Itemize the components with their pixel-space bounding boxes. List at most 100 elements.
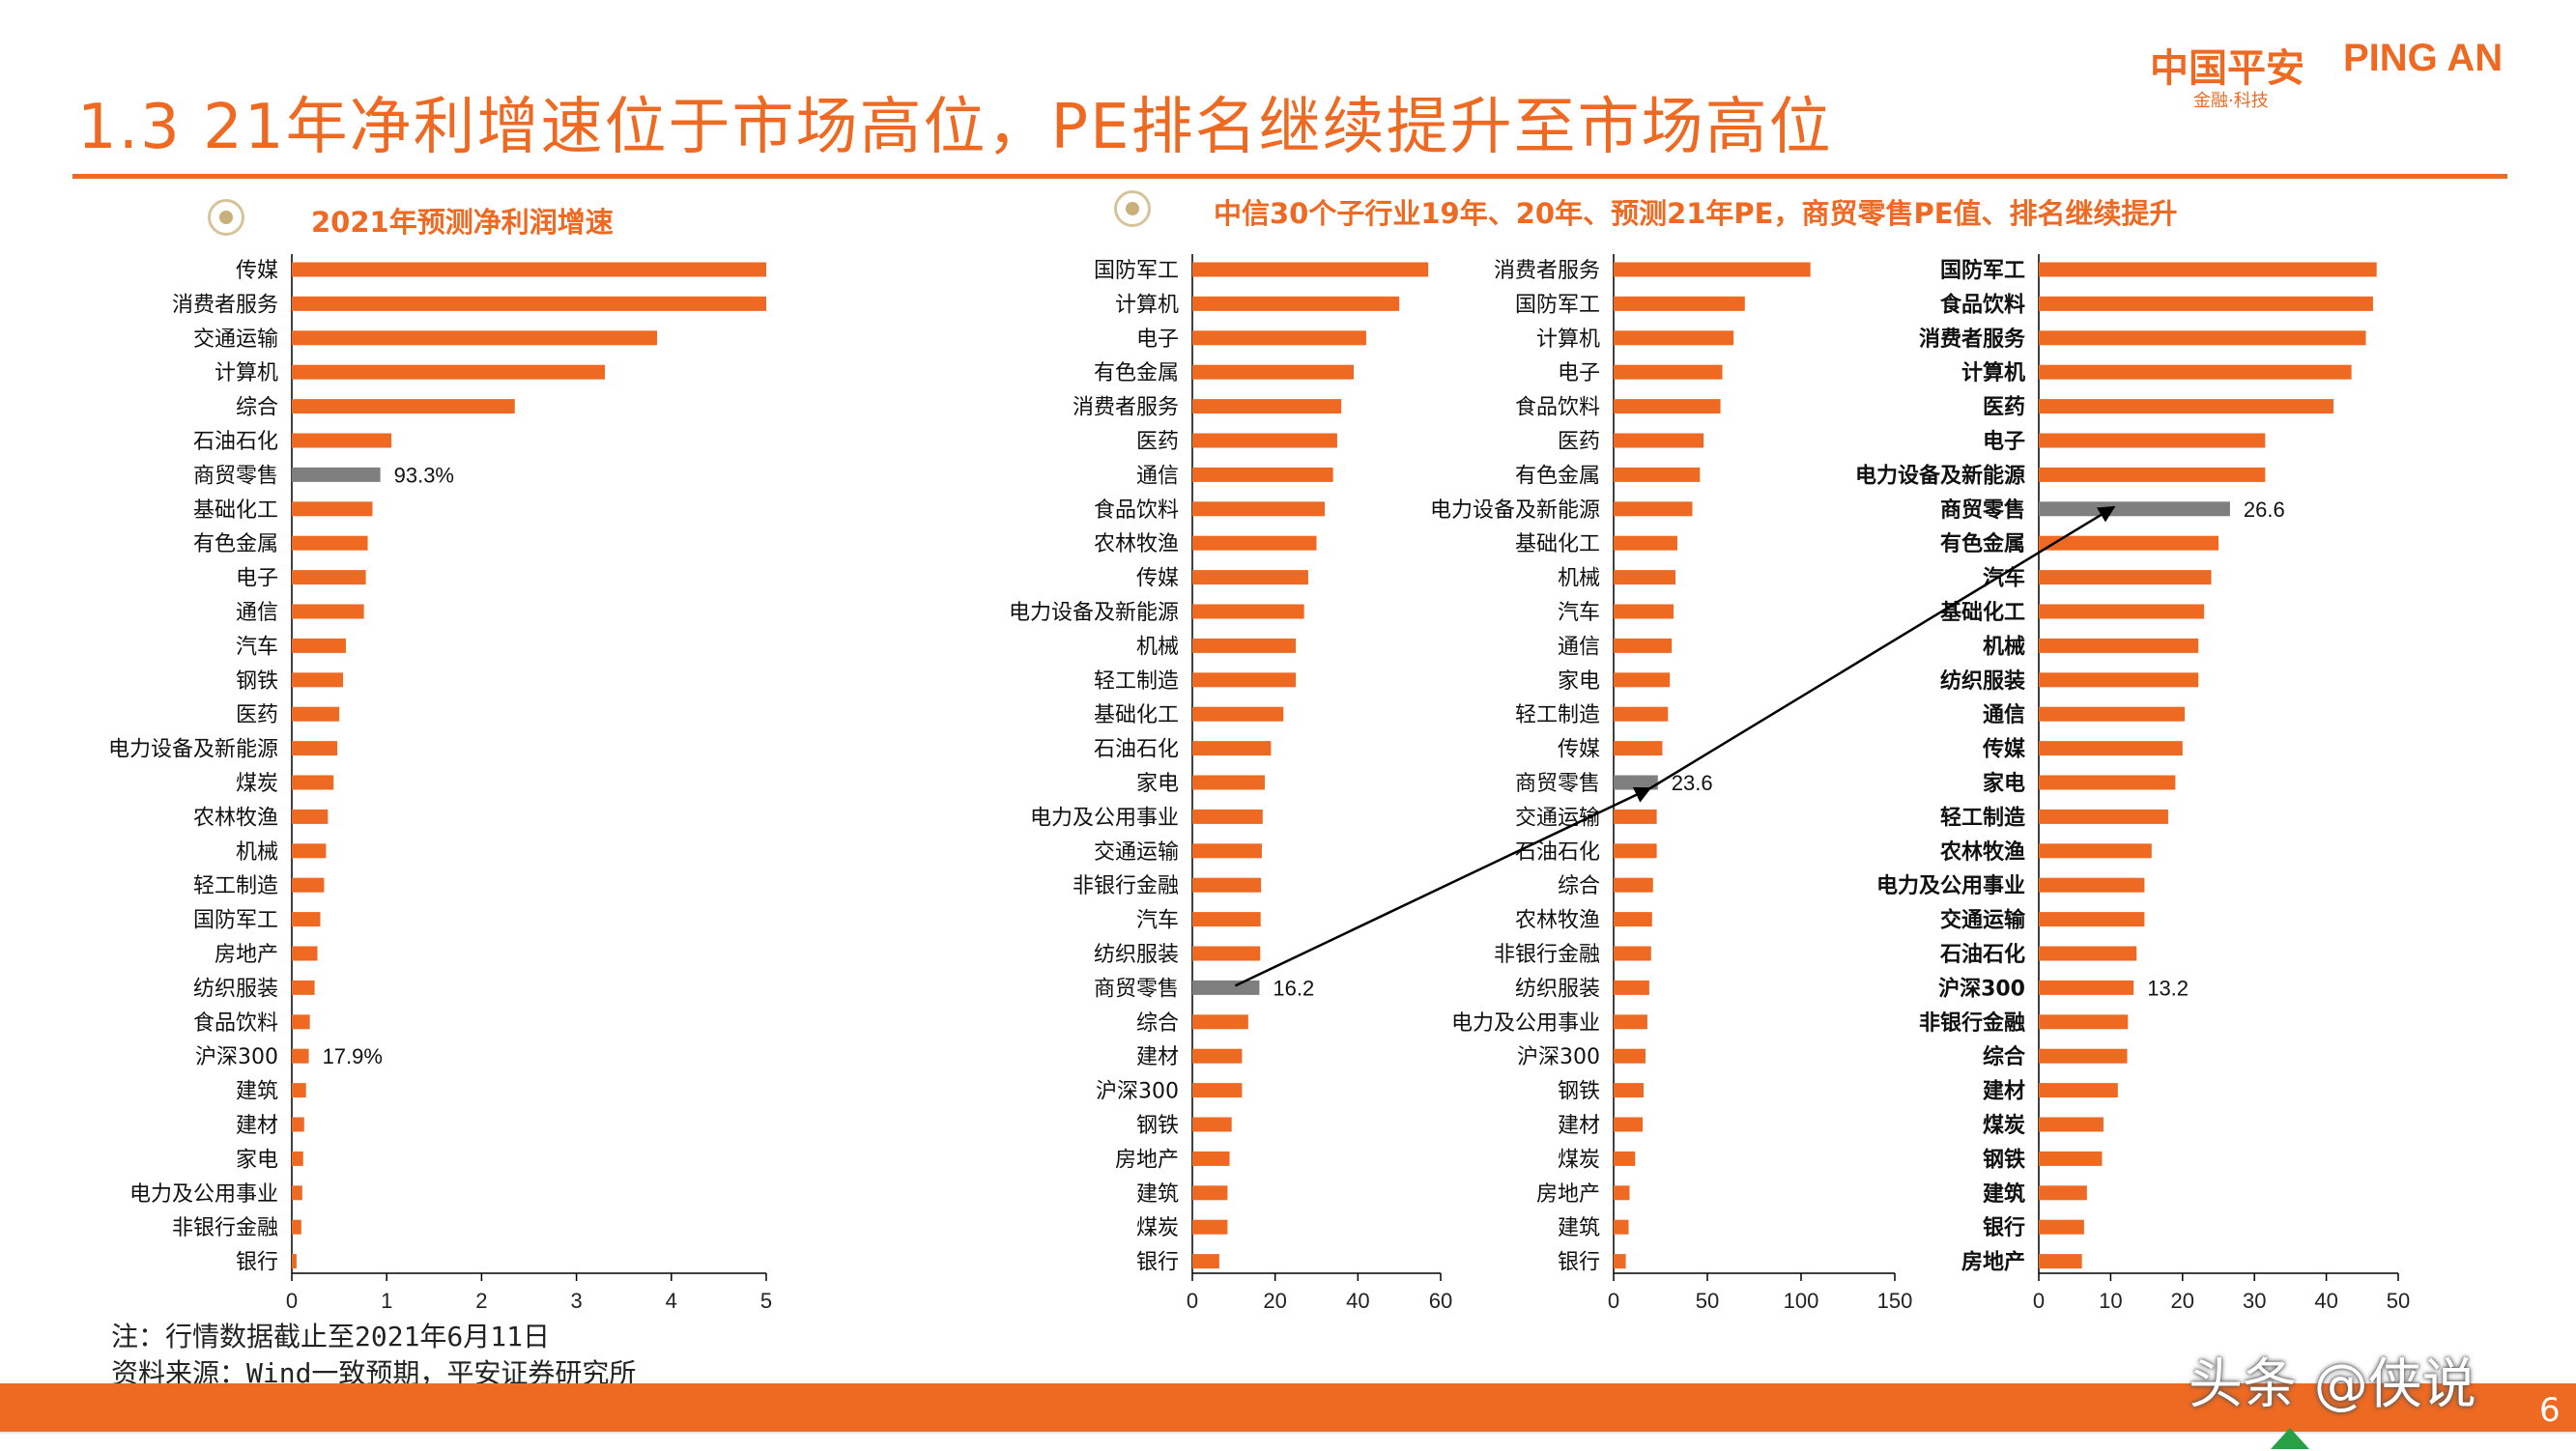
bar-电力设备及新能源 [292, 741, 338, 756]
bar-轻工制造 [2039, 809, 2168, 824]
category-label: 建材 [1558, 1114, 1600, 1138]
category-label: 交通运输 [193, 327, 278, 352]
bar-非银行金融 [1614, 946, 1651, 961]
bar-煤炭 [2039, 1117, 2104, 1132]
bar-有色金属 [1614, 467, 1701, 482]
bar-纺织服装 [2039, 672, 2199, 688]
x-tick-label: 0 [286, 1289, 298, 1313]
bar-食品饮料 [292, 1014, 310, 1030]
bar-煤炭 [1192, 1219, 1228, 1235]
category-label: 非银行金融 [172, 1216, 278, 1240]
x-tick-label: 50 [1696, 1289, 1719, 1313]
bar-医药 [2039, 399, 2334, 414]
bar-轻工制造 [292, 877, 325, 893]
category-label: 医药 [1136, 430, 1179, 454]
x-tick-label: 5 [760, 1289, 772, 1313]
category-label: 房地产 [215, 943, 278, 967]
category-label: 电力及公用事业 [1030, 806, 1179, 830]
bar-农林牧渔 [1192, 535, 1317, 551]
x-tick-label: 20 [2171, 1289, 2194, 1313]
bar-综合 [1192, 1014, 1248, 1030]
category-label: 纺织服装 [193, 977, 278, 1001]
category-label: 石油石化 [1094, 738, 1179, 762]
category-label: 综合 [236, 396, 278, 420]
data-label: 17.9% [323, 1044, 383, 1068]
category-label: 轻工制造 [1515, 703, 1600, 727]
bar-通信 [2039, 706, 2186, 722]
category-label: 有色金属 [193, 532, 278, 556]
bar-机械 [1614, 570, 1676, 585]
category-label: 有色金属 [1940, 531, 2025, 556]
bar-家电 [1192, 775, 1265, 790]
x-tick-label: 40 [1346, 1289, 1369, 1313]
bar-非银行金融 [2039, 1014, 2129, 1030]
bar-综合 [292, 399, 515, 414]
category-label: 农林牧渔 [1515, 909, 1600, 933]
category-label: 轻工制造 [193, 874, 278, 898]
category-label: 通信 [1558, 635, 1600, 659]
x-tick-label: 50 [2387, 1289, 2410, 1313]
category-label: 汽车 [1983, 566, 2025, 591]
bar-石油石化 [1614, 843, 1657, 859]
bar-机械 [2039, 638, 2199, 653]
bar-电子 [1192, 330, 1366, 346]
category-label: 国防军工 [1515, 293, 1600, 317]
category-label: 国防军工 [1094, 259, 1179, 283]
category-label: 煤炭 [1983, 1113, 2025, 1138]
category-label: 沪深300 [1938, 976, 2025, 1001]
category-label: 沪深300 [1517, 1045, 1600, 1069]
category-label: 交通运输 [1940, 908, 2026, 933]
bullet-icon [208, 199, 244, 236]
bar-交通运输 [1192, 843, 1262, 859]
bar-基础化工 [2039, 604, 2205, 619]
bar-沪深300 [292, 1048, 309, 1064]
bar-食品饮料 [1192, 501, 1326, 517]
category-label: 机械 [1983, 635, 2025, 659]
category-label: 传媒 [1982, 737, 2026, 762]
bar-沪深300 [1614, 1048, 1646, 1064]
category-label: 通信 [236, 601, 278, 625]
category-label: 电子 [1558, 361, 1600, 385]
x-tick-label: 2 [475, 1289, 487, 1313]
category-label: 房地产 [1961, 1250, 2025, 1275]
bar-建筑 [1614, 1219, 1629, 1235]
category-label: 消费者服务 [1494, 259, 1600, 283]
category-label: 汽车 [1136, 909, 1179, 933]
logo-en: PING AN [2343, 37, 2504, 79]
x-tick-label: 60 [1429, 1289, 1452, 1313]
category-label: 煤炭 [236, 772, 278, 796]
category-label: 电子 [1136, 327, 1179, 352]
footer-mark-icon [2271, 1428, 2309, 1449]
category-label: 电力及公用事业 [129, 1182, 278, 1207]
category-label: 商贸零售 [1515, 772, 1600, 796]
bar-轻工制造 [1192, 672, 1297, 688]
category-label: 建材 [1136, 1045, 1179, 1069]
bar-电子 [292, 570, 366, 585]
category-label: 通信 [1983, 702, 2025, 727]
category-label: 银行 [1558, 1251, 1600, 1275]
x-tick-label: 1 [381, 1289, 392, 1313]
bar-医药 [292, 706, 340, 722]
bar-钢铁 [2039, 1151, 2103, 1166]
category-label: 电力设备及新能源 [1009, 601, 1179, 625]
bar-石油石化 [292, 433, 392, 448]
bar-交通运输 [292, 330, 658, 346]
category-label: 消费者服务 [172, 293, 278, 317]
bar-有色金属 [1192, 364, 1355, 380]
bar-食品饮料 [2039, 296, 2373, 311]
page-title: 1.3 21年净利增速位于市场高位，PE排名继续提升至市场高位 [77, 92, 1833, 163]
bar-电子 [1614, 364, 1723, 380]
footnote-note: 注：行情数据截止至2021年6月11日 [111, 1321, 551, 1352]
logo-cn: 中国平安 [2150, 46, 2304, 91]
x-tick-label: 4 [666, 1289, 677, 1313]
bar-建材 [292, 1117, 304, 1132]
category-label: 建筑 [1136, 1182, 1179, 1207]
bar-医药 [1614, 433, 1704, 448]
bar-国防军工 [292, 912, 321, 927]
category-label: 综合 [1983, 1044, 2026, 1069]
bar-沪深300 [2039, 980, 2134, 995]
category-label: 计算机 [215, 361, 278, 385]
bar-国防军工 [2039, 262, 2377, 277]
category-label: 汽车 [1558, 601, 1600, 625]
